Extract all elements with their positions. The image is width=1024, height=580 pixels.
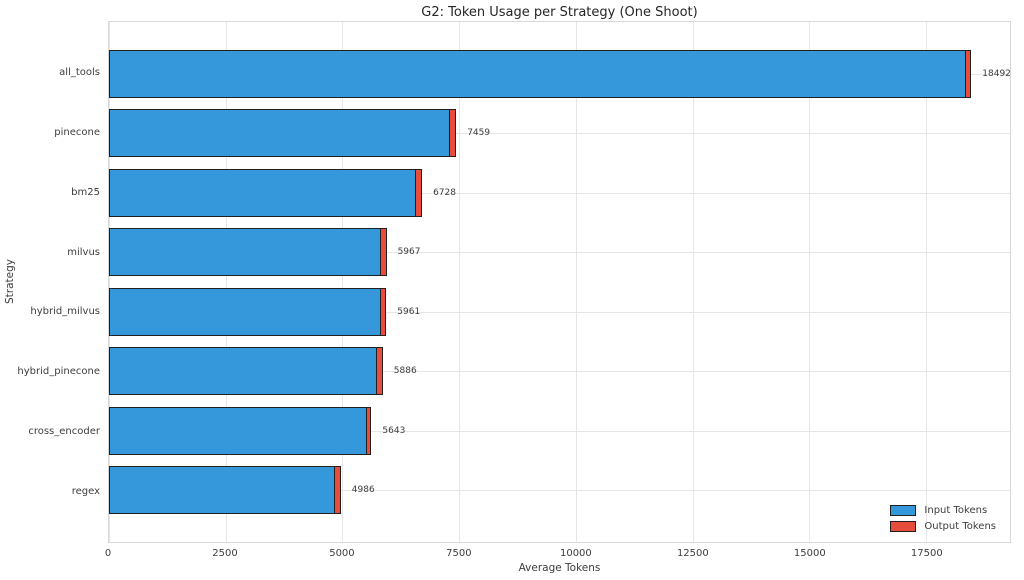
- legend-label: Input Tokens: [924, 505, 988, 516]
- vertical-gridline: [342, 22, 344, 542]
- x-tick-labels: 0 2500 5000 7500 10000 12500 15000 17500: [0, 548, 1024, 562]
- horizontal-gridline: [109, 133, 1010, 135]
- bar-stack-cross_encoder: [109, 406, 1010, 455]
- output-tokens-bar: [334, 466, 341, 515]
- bar-value-label: 18492: [982, 68, 1011, 79]
- x-axis-label: Average Tokens: [518, 562, 601, 574]
- bar-row-hybrid_milvus: 5961: [109, 282, 1010, 342]
- input-tokens-bar: [109, 406, 367, 455]
- input-tokens-bar: [109, 347, 378, 396]
- x-tick-label: 17500: [910, 548, 943, 559]
- bar-value-label: 7459: [467, 128, 491, 139]
- legend-entry: Output Tokens: [890, 521, 996, 532]
- vertical-gridline: [109, 22, 110, 542]
- bar-stack-hybrid_pinecone: [109, 347, 1010, 396]
- y-tick-label-milvus: milvus: [67, 246, 100, 258]
- input-tokens-bar: [109, 49, 966, 98]
- horizontal-gridline: [109, 252, 1010, 254]
- x-tick-label: 2500: [212, 548, 238, 559]
- plot-area: 18492 7459 6728 5967 5961 5886 5643 4986 Input …: [108, 21, 1011, 543]
- bar-value-label: 5886: [393, 366, 417, 377]
- x-tick-label: 7500: [446, 548, 472, 559]
- legend: Input Tokens Output Tokens: [884, 501, 1002, 536]
- horizontal-gridline: [109, 490, 1010, 492]
- bar-row-regex: 4986: [109, 461, 1010, 521]
- y-tick-label-cross_encoder: cross_encoder: [28, 425, 100, 437]
- bar-value-label: 5961: [397, 306, 421, 317]
- legend-swatch-icon: [890, 521, 917, 532]
- vertical-gridline: [225, 22, 227, 542]
- x-tick-label: 5000: [329, 548, 355, 559]
- bar-stack-hybrid_milvus: [109, 287, 1010, 336]
- vertical-gridline: [459, 22, 461, 542]
- legend-label: Output Tokens: [924, 521, 996, 532]
- output-tokens-bar: [964, 49, 972, 98]
- bar-rows: 18492 7459 6728 5967 5961 5886 5643 4986: [109, 22, 1011, 542]
- y-tick-label-regex: regex: [71, 485, 100, 497]
- input-tokens-bar: [109, 168, 417, 217]
- vertical-gridline: [925, 22, 927, 542]
- y-tick-label-pinecone: pinecone: [54, 127, 100, 139]
- bar-value-label: 6728: [433, 187, 456, 198]
- output-tokens-bar: [376, 347, 383, 396]
- x-tick-label: 10000: [559, 548, 592, 559]
- y-tick-label-all_tools: all_tools: [59, 67, 100, 79]
- bar-row-bm25: 6728: [109, 163, 1010, 223]
- bar-stack-all_tools: [109, 49, 1010, 98]
- output-tokens-bar: [449, 109, 457, 158]
- input-tokens-bar: [109, 109, 451, 158]
- output-tokens-bar: [365, 406, 372, 455]
- bar-row-hybrid_pinecone: 5886: [109, 342, 1010, 402]
- output-tokens-bar: [415, 168, 423, 217]
- x-tick-label: 15000: [793, 548, 826, 559]
- legend-swatch-icon: [890, 505, 917, 516]
- horizontal-gridline: [109, 371, 1010, 373]
- bar-value-label: 5643: [382, 425, 406, 436]
- vertical-gridline: [809, 22, 811, 542]
- y-tick-label-hybrid_pinecone: hybrid_pinecone: [17, 366, 100, 378]
- input-tokens-bar: [109, 466, 336, 515]
- input-tokens-bar: [109, 228, 382, 277]
- x-tick-label: 0: [104, 548, 112, 559]
- input-tokens-bar: [109, 287, 381, 336]
- bar-row-all_tools: 18492: [109, 44, 1011, 104]
- y-tick-label-hybrid_milvus: hybrid_milvus: [30, 306, 100, 318]
- horizontal-gridline: [109, 192, 1010, 194]
- vertical-gridline: [692, 22, 694, 542]
- vertical-gridline: [575, 22, 577, 542]
- legend-entry: Input Tokens: [890, 505, 996, 516]
- horizontal-gridline: [109, 311, 1010, 313]
- bar-stack-pinecone: [109, 109, 1010, 158]
- bar-value-label: 5967: [397, 247, 421, 258]
- bar-stack-milvus: [109, 228, 1010, 277]
- bar-row-milvus: 5967: [109, 223, 1010, 283]
- x-tick-label: 12500: [676, 548, 709, 559]
- output-tokens-bar: [380, 228, 387, 277]
- bar-row-cross_encoder: 5643: [109, 401, 1010, 461]
- horizontal-gridline: [109, 430, 1010, 432]
- y-tick-labels: all_tools pinecone bm25 milvus hybrid_milvus…: [0, 21, 100, 543]
- chart-title: G2: Token Usage per Strategy (One Shoot): [421, 5, 698, 20]
- bar-stack-regex: [109, 466, 1010, 515]
- bar-stack-bm25: [109, 168, 1010, 217]
- bar-row-pinecone: 7459: [109, 104, 1010, 164]
- y-tick-label-bm25: bm25: [71, 186, 100, 198]
- output-tokens-bar: [379, 287, 387, 336]
- bar-value-label: 4986: [351, 485, 375, 496]
